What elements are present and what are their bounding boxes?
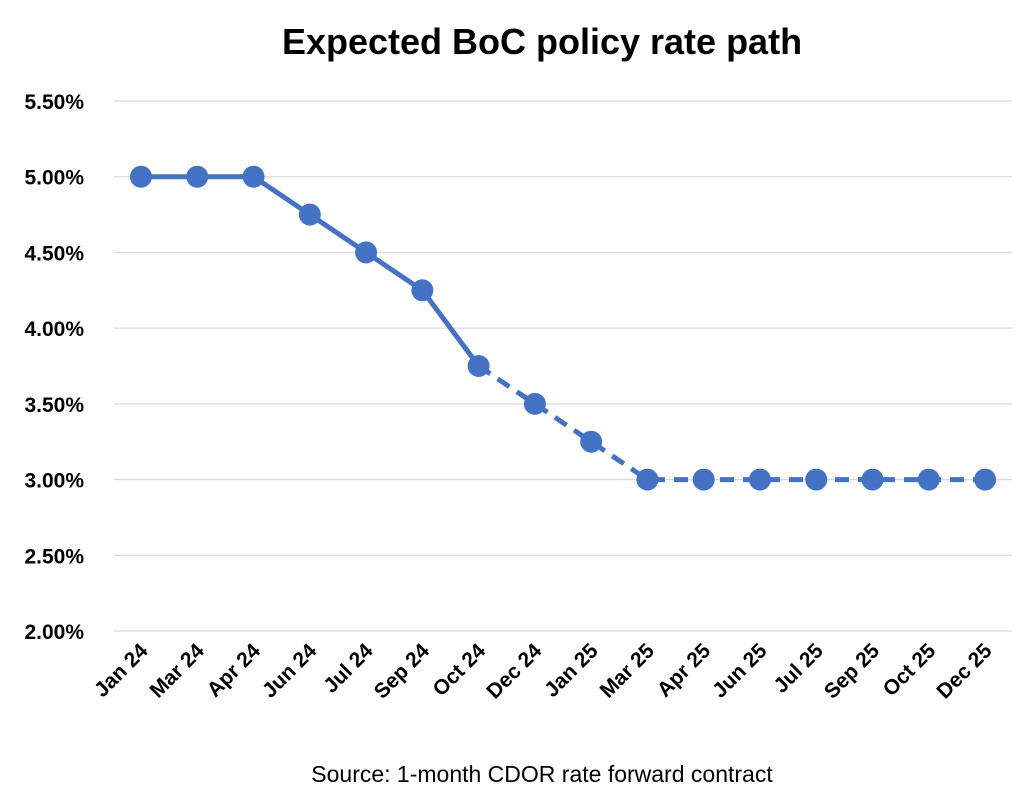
data-point (130, 165, 152, 188)
x-tick-label: Sep 25 (820, 639, 884, 703)
x-tick-label: Jul 24 (319, 639, 378, 698)
x-tick-label: Oct 25 (879, 639, 941, 701)
x-tick-label: Mar 24 (145, 639, 209, 703)
x-tick-label: Jul 25 (769, 639, 828, 698)
data-point (186, 165, 209, 188)
y-tick-label: 5.50% (24, 91, 84, 114)
series-line-dashed (477, 363, 986, 483)
y-tick-label: 4.00% (24, 318, 84, 341)
data-point (242, 165, 265, 188)
y-tick-label: 4.50% (24, 242, 84, 265)
x-tick-label: Apr 24 (203, 639, 266, 702)
chart-source: Source: 1-month CDOR rate forward contra… (311, 761, 773, 787)
x-tick-label: Jan 24 (90, 639, 153, 702)
x-tick-label: Sep 24 (370, 639, 434, 703)
series-points (130, 165, 997, 491)
data-point (411, 279, 434, 302)
x-tick-label: Jun 25 (708, 639, 772, 703)
chart-title: Expected BoC policy rate path (282, 21, 802, 62)
x-tick-label: Dec 25 (932, 639, 996, 703)
data-point (523, 392, 546, 415)
data-point (355, 241, 378, 264)
y-tick-label: 2.00% (24, 621, 84, 644)
data-point (636, 468, 659, 491)
data-point (805, 468, 828, 491)
data-point (974, 468, 997, 491)
y-tick-label: 3.00% (24, 470, 84, 493)
y-tick-label: 5.00% (24, 167, 84, 190)
y-axis-ticks: 2.00% 2.50% 3.00% 3.50% 4.00% 4.50% 5.00% 5.50% (24, 91, 84, 644)
data-point (748, 468, 771, 491)
x-tick-label: Oct 24 (428, 639, 490, 701)
data-point (298, 203, 321, 226)
x-tick-label: Jun 24 (258, 639, 322, 703)
x-tick-label: Apr 25 (653, 639, 716, 702)
y-tick-label: 2.50% (24, 545, 84, 568)
x-tick-label: Jan 25 (540, 639, 603, 702)
x-tick-label: Dec 24 (482, 639, 546, 703)
data-point (580, 430, 603, 453)
data-point (917, 468, 940, 491)
y-tick-label: 3.50% (24, 394, 84, 417)
data-point (467, 355, 490, 377)
data-point (861, 468, 884, 491)
data-point (692, 468, 715, 491)
x-tick-label: Mar 25 (596, 639, 660, 703)
